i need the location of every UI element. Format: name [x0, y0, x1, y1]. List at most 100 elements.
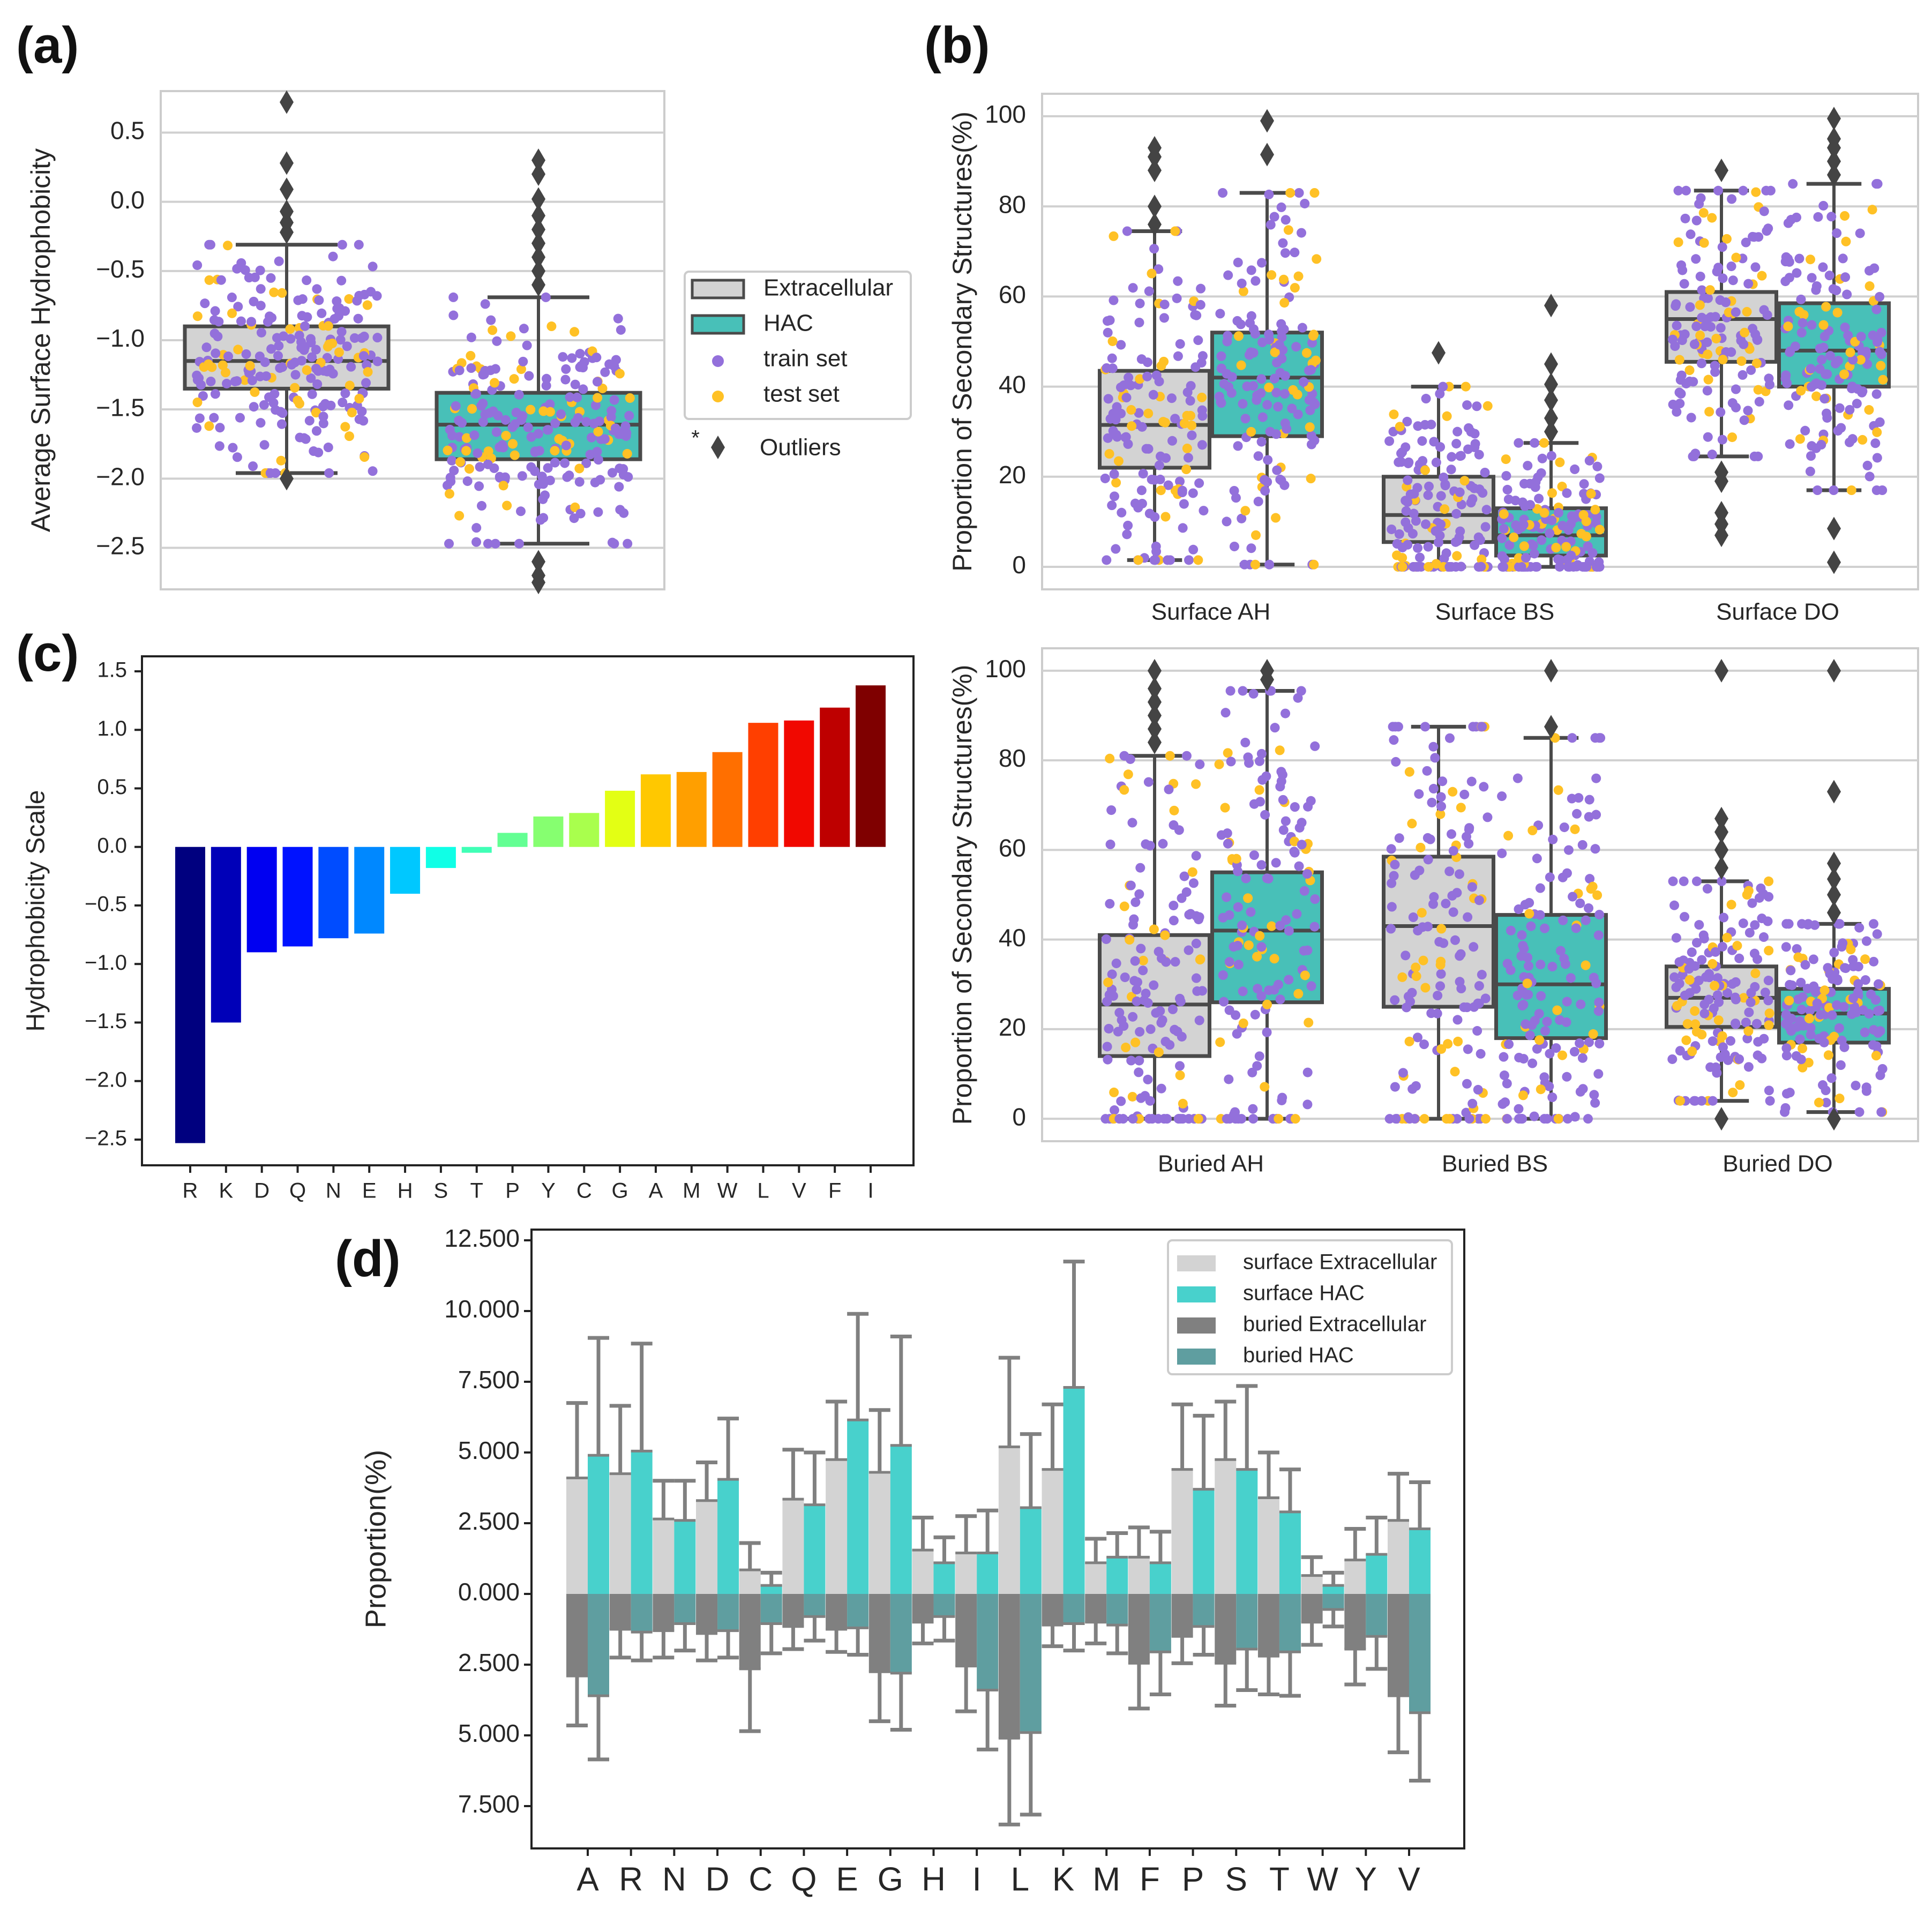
train-point	[318, 411, 328, 422]
train-point	[1464, 423, 1474, 433]
bar-T	[1257, 1594, 1279, 1657]
test-point	[1169, 805, 1179, 815]
train-point	[1718, 273, 1728, 283]
test-point	[550, 446, 560, 456]
test-point	[1178, 1098, 1188, 1109]
train-point	[596, 434, 606, 444]
test-point	[1309, 330, 1319, 340]
test-point	[1395, 422, 1405, 432]
train-point	[1426, 420, 1436, 430]
test-point	[502, 500, 512, 511]
train-point	[1126, 380, 1136, 391]
train-point	[318, 418, 328, 429]
box-iqr	[1494, 913, 1608, 1040]
train-point	[1290, 802, 1300, 812]
train-point	[1101, 934, 1111, 944]
train-point	[1743, 1062, 1754, 1072]
train-point	[1103, 433, 1113, 443]
train-point	[1177, 893, 1187, 903]
train-point	[1575, 1038, 1585, 1049]
train-point	[1102, 1042, 1112, 1052]
x-tick-label: C	[748, 1861, 773, 1898]
train-point	[248, 461, 258, 471]
outlier-marker	[1827, 516, 1841, 541]
train-point	[256, 418, 266, 428]
train-point	[1277, 770, 1287, 780]
train-point	[1237, 279, 1247, 289]
train-point	[1544, 1081, 1554, 1091]
bar-S	[1215, 1459, 1237, 1594]
test-point	[1743, 886, 1754, 896]
test-point	[1878, 375, 1888, 385]
train-point	[1717, 435, 1727, 445]
train-point	[1477, 722, 1487, 732]
train-point	[543, 463, 553, 473]
train-point	[1815, 1010, 1825, 1020]
test-point	[1557, 482, 1567, 492]
test-point	[1806, 254, 1816, 265]
train-point	[241, 349, 251, 359]
train-point	[619, 508, 629, 518]
bar-S	[1236, 1594, 1258, 1649]
test-point	[347, 407, 357, 417]
train-point	[1136, 1093, 1146, 1103]
train-point	[265, 468, 275, 478]
train-point	[1763, 916, 1773, 926]
train-point	[1594, 997, 1604, 1007]
train-point	[1585, 874, 1595, 884]
test-point	[1750, 968, 1761, 978]
test-point	[250, 387, 260, 397]
train-point	[249, 296, 259, 306]
bar-A	[588, 1455, 609, 1594]
bar-F	[1149, 1562, 1171, 1594]
bar-H	[912, 1550, 934, 1594]
train-point	[1699, 1008, 1710, 1019]
train-point	[1710, 312, 1720, 322]
test-point	[218, 360, 228, 370]
test-point	[574, 463, 585, 474]
outlier-marker	[280, 467, 294, 491]
train-point	[1702, 314, 1712, 325]
train-point	[1482, 812, 1493, 822]
series-buried-hac	[588, 1594, 1431, 1733]
train-point	[1480, 467, 1490, 477]
train-point	[454, 365, 465, 376]
train-point	[1834, 403, 1845, 413]
test-point	[1518, 1090, 1528, 1100]
train-point	[1744, 1007, 1754, 1017]
legend-swatch	[1177, 1255, 1216, 1271]
test-point	[1757, 271, 1767, 281]
train-point	[358, 351, 369, 361]
train-point	[211, 348, 221, 358]
test-point	[1818, 320, 1829, 330]
train-point	[1699, 933, 1709, 943]
train-point	[1129, 976, 1140, 986]
train-point	[1415, 552, 1425, 563]
bar-N	[653, 1519, 675, 1594]
train-point	[1437, 776, 1448, 787]
test-point	[1703, 375, 1713, 385]
test-point	[1811, 391, 1822, 401]
train-point	[1669, 972, 1680, 982]
train-point	[1459, 1002, 1469, 1012]
train-point	[1474, 450, 1484, 460]
train-point	[1256, 258, 1267, 268]
legend-swatch	[1177, 1317, 1216, 1334]
train-point	[372, 333, 383, 343]
train-point	[1132, 985, 1142, 995]
train-point	[1796, 327, 1807, 338]
train-point	[1832, 1000, 1842, 1010]
test-point	[1285, 188, 1296, 198]
test-point	[324, 339, 334, 349]
train-point	[1249, 850, 1259, 860]
y-tick-label: 0.0	[110, 186, 145, 214]
test-point	[1274, 1114, 1284, 1124]
train-point	[550, 458, 560, 468]
train-point	[328, 251, 338, 261]
test-point	[1419, 1114, 1429, 1124]
outlier-marker	[1148, 658, 1162, 683]
test-point	[1264, 383, 1274, 393]
train-point	[1107, 363, 1118, 373]
train-point	[1164, 784, 1174, 795]
train-point	[1280, 418, 1290, 429]
